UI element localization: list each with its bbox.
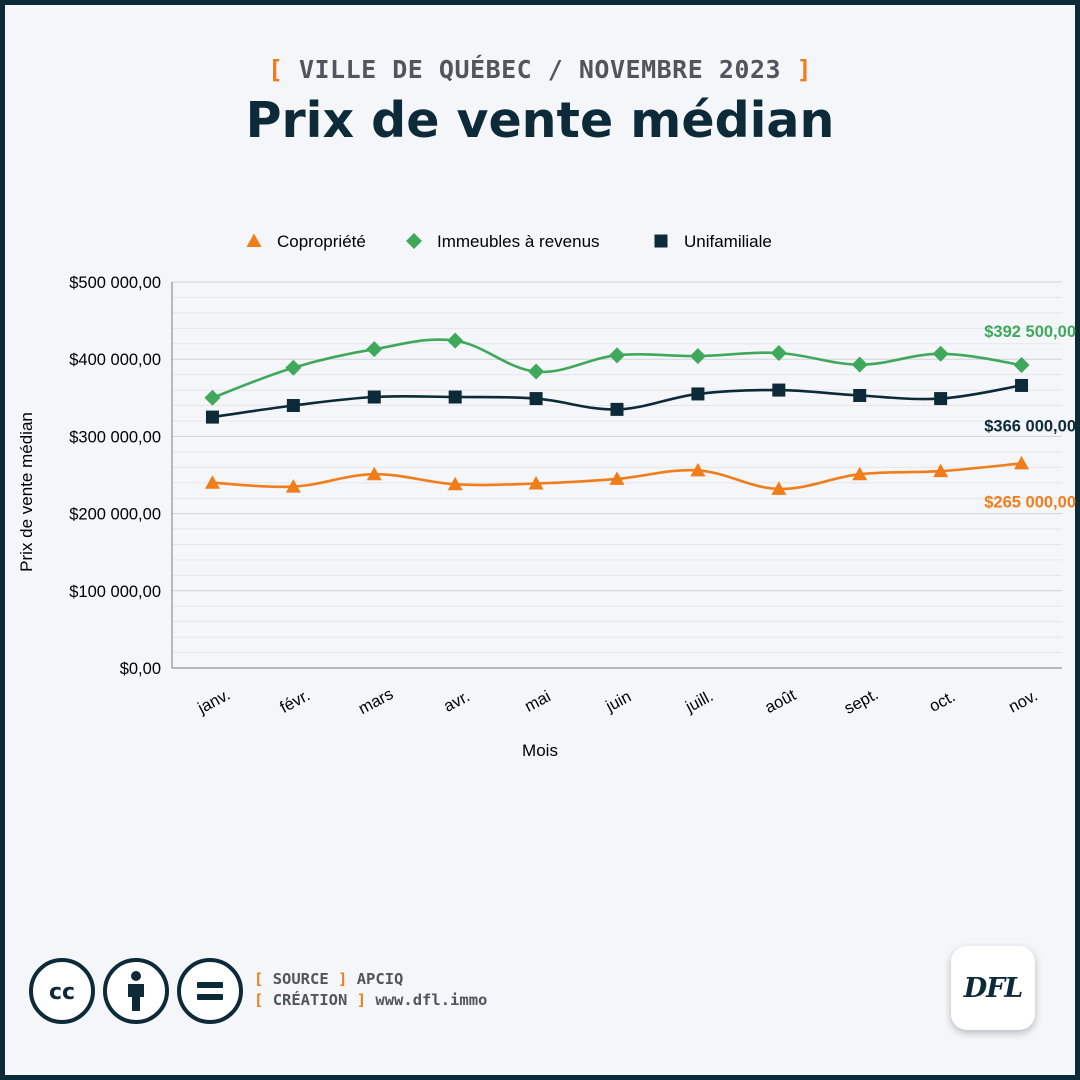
chart-axes	[171, 282, 1062, 669]
data-point-triangle	[204, 475, 220, 489]
data-point-square	[691, 387, 705, 401]
y-axis-tick-labels: $0,00 $100 000,00 $200 000,00 $300 000,00 $4…	[69, 274, 161, 678]
x-tick-label: nov.	[1006, 687, 1041, 717]
data-point-triangle	[609, 471, 625, 485]
y-axis-title: Prix de vente médian	[17, 412, 36, 572]
data-point-diamond	[1013, 356, 1030, 373]
data-point-triangle	[771, 481, 787, 495]
y-tick-label: $300 000,00	[69, 428, 161, 446]
x-tick-label: sept.	[841, 685, 881, 718]
legend-label: Copropriété	[277, 232, 366, 251]
data-point-diamond	[285, 359, 302, 376]
end-value-labels: $265 000,00 $392 500,00 $366 000,00	[984, 323, 1076, 511]
data-point-triangle	[933, 463, 949, 478]
end-value-label: $392 500,00	[984, 323, 1076, 341]
chart-kicker: [ VILLE DE QUÉBEC / NOVEMBRE 2023 ]	[0, 55, 1080, 84]
data-point-diamond	[447, 332, 464, 349]
y-tick-label: $500 000,00	[69, 274, 161, 292]
dfl-logo-text: DFL	[963, 972, 1024, 1004]
dfl-logo: DFL	[951, 946, 1035, 1030]
series-markers	[204, 332, 1030, 495]
x-tick-label: janv.	[194, 686, 233, 718]
x-tick-label: août	[762, 686, 799, 717]
data-point-square	[934, 392, 948, 406]
data-point-square	[286, 399, 300, 413]
data-point-square	[772, 383, 786, 397]
chart-legend: Copropriété Immeubles à revenus Unifamilia…	[246, 232, 772, 251]
footer-credits: [ SOURCE ] APCIQ [ CRÉATION ] www.dfl.im…	[254, 969, 487, 1011]
data-point-diamond	[609, 347, 625, 364]
chart-title: Prix de vente médian	[245, 92, 835, 149]
data-point-square	[853, 388, 867, 402]
x-tick-label: févr.	[277, 686, 313, 717]
kicker-close-bracket: ]	[796, 55, 813, 84]
data-point-diamond	[204, 389, 221, 406]
kicker-open-bracket: [	[267, 55, 284, 84]
legend-diamond-icon	[406, 233, 422, 249]
legend-triangle-icon	[246, 233, 262, 247]
end-value-label: $366 000,00	[984, 417, 1076, 435]
creation-label: CRÉATION	[272, 991, 348, 1009]
source-value: APCIQ	[356, 970, 404, 988]
data-point-diamond	[528, 363, 545, 380]
x-tick-label: mai	[522, 687, 554, 715]
y-tick-label: $0,00	[120, 660, 161, 678]
data-point-square	[205, 410, 219, 424]
data-point-triangle	[285, 479, 301, 493]
cc-icon: cc	[29, 958, 95, 1024]
data-point-diamond	[770, 345, 787, 362]
x-tick-label: avr.	[441, 687, 473, 715]
data-point-square	[610, 402, 624, 416]
y-tick-label: $400 000,00	[69, 351, 161, 369]
x-axis-title: Mois	[522, 741, 558, 760]
x-tick-label: juin	[602, 688, 634, 716]
data-point-diamond	[932, 345, 949, 362]
x-tick-label: juill.	[682, 687, 716, 717]
source-label: SOURCE	[272, 970, 329, 988]
data-point-triangle	[528, 475, 544, 490]
infographic-card	[5, 5, 1075, 1075]
data-point-diamond	[366, 341, 383, 358]
legend-square-icon	[654, 234, 668, 248]
no-derivatives-icon	[177, 958, 243, 1024]
footer-creation: [ CRÉATION ] www.dfl.immo	[254, 991, 488, 1009]
data-point-triangle	[366, 466, 382, 481]
data-point-square	[529, 392, 543, 406]
x-axis-tick-labels: janv. févr. mars avr. mai juin juill. août sept.…	[194, 685, 1041, 718]
footer-source: [ SOURCE ] APCIQ	[254, 970, 404, 988]
x-tick-label: oct.	[926, 687, 958, 715]
major-gridlines	[172, 281, 1062, 592]
y-tick-label: $200 000,00	[69, 506, 161, 524]
data-point-square	[1015, 378, 1029, 392]
data-point-square	[448, 390, 462, 404]
creation-value: www.dfl.immo	[375, 991, 488, 1009]
kicker-text: VILLE DE QUÉBEC / NOVEMBRE 2023	[298, 55, 782, 84]
legend-label: Unifamiliale	[684, 232, 772, 251]
data-point-triangle	[1014, 455, 1030, 470]
data-point-square	[367, 390, 381, 404]
legend-label: Immeubles à revenus	[437, 232, 600, 251]
data-point-diamond	[689, 348, 706, 365]
data-point-triangle	[690, 462, 706, 477]
svg-text:cc: cc	[49, 980, 75, 1005]
y-tick-label: $100 000,00	[69, 583, 161, 601]
x-tick-label: mars	[356, 685, 397, 718]
data-point-triangle	[447, 476, 463, 491]
data-point-triangle	[852, 466, 868, 481]
end-value-label: $265 000,00	[984, 493, 1076, 511]
data-point-diamond	[851, 356, 868, 373]
by-person-icon	[103, 958, 169, 1024]
